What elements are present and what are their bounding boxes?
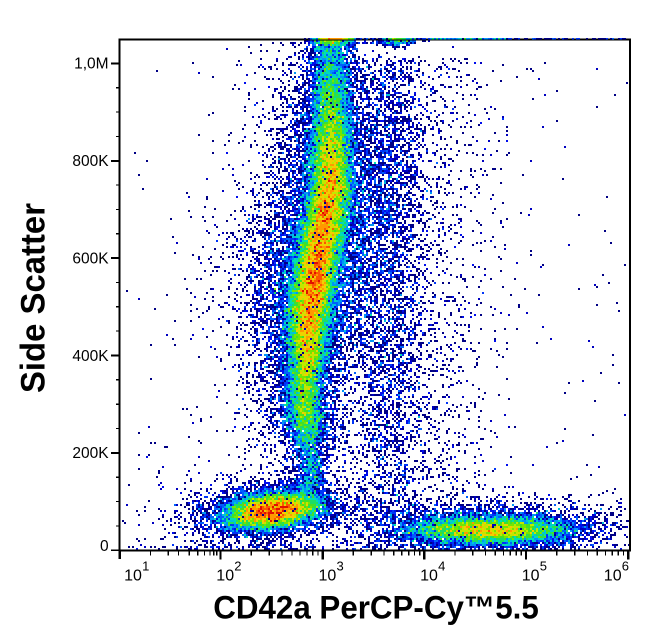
svg-text:600K: 600K: [72, 250, 109, 267]
svg-text:10: 10: [319, 568, 337, 585]
svg-text:2: 2: [234, 559, 241, 574]
svg-text:400K: 400K: [72, 348, 109, 365]
svg-text:800K: 800K: [72, 153, 109, 170]
svg-text:10: 10: [604, 568, 622, 585]
svg-text:1,0M: 1,0M: [74, 56, 108, 73]
svg-text:1: 1: [142, 559, 149, 574]
svg-text:6: 6: [622, 559, 629, 574]
svg-text:Side Scatter: Side Scatter: [15, 203, 53, 393]
svg-text:10: 10: [216, 568, 234, 585]
svg-text:CD42a PerCP-Cy™5.5: CD42a PerCP-Cy™5.5: [213, 590, 539, 626]
svg-text:10: 10: [420, 568, 438, 585]
svg-text:4: 4: [438, 559, 445, 574]
svg-text:5: 5: [540, 559, 547, 574]
svg-text:200K: 200K: [72, 445, 109, 462]
svg-text:3: 3: [337, 559, 344, 574]
svg-text:10: 10: [522, 568, 540, 585]
svg-text:10: 10: [124, 568, 142, 585]
svg-text:0: 0: [100, 538, 109, 555]
